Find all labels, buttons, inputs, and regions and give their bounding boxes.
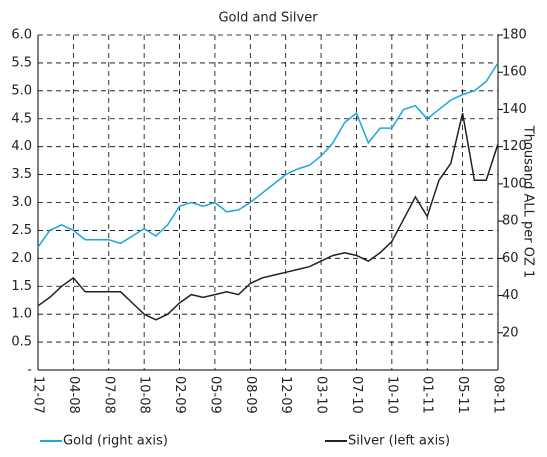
legend-label: Silver (left axis) (348, 434, 450, 449)
x-tick-label: 07-08 (101, 376, 116, 414)
y-tick-label: 2.5 (11, 223, 32, 238)
x-tick-label: 12-07 (31, 376, 46, 414)
x-tick-label: 07-10 (349, 376, 364, 414)
y-tick-label: 4.0 (11, 139, 32, 154)
x-tick-label: 03-10 (314, 376, 329, 414)
y-tick-label: 1.5 (11, 279, 32, 294)
x-tick-label: 02-09 (172, 376, 187, 414)
y2-tick-label: 140 (502, 102, 527, 117)
x-tick-label: 12-09 (278, 376, 293, 414)
y-tick-label: 2.0 (11, 251, 32, 266)
y2-tick-label: 180 (502, 28, 527, 43)
x-tick-label: 05-09 (207, 376, 222, 414)
y-tick-label: 3.0 (11, 195, 32, 210)
y-tick-label: 5.5 (11, 55, 32, 70)
y-tick-label: 3.5 (11, 167, 32, 182)
y-tick-label: 5.0 (11, 83, 32, 98)
x-tick-label: 08-09 (243, 376, 258, 414)
y-tick-label: - (27, 363, 32, 378)
y-tick-label: 0.5 (11, 335, 32, 350)
y2-tick-label: 100 (502, 176, 527, 191)
x-tick-label: 10-10 (384, 376, 399, 414)
y-tick-label: 6.0 (11, 28, 32, 43)
legend-label: Gold (right axis) (63, 434, 168, 449)
y2-tick-label: 40 (502, 288, 519, 303)
series-line (37, 62, 499, 248)
x-tick-label: 05-11 (455, 376, 470, 414)
chart-title: Gold and Silver (218, 11, 318, 26)
y2-axis-label: Thousand ALL per OZ 1 (521, 125, 536, 279)
y2-tick-label: 160 (502, 65, 527, 80)
series-line (37, 113, 499, 321)
x-tick-label: 10-08 (137, 376, 152, 414)
y2-tick-label: 20 (502, 325, 519, 340)
x-tick-label: 01-11 (420, 376, 435, 414)
y-tick-label: 1.0 (11, 307, 32, 322)
y-tick-label: 4.5 (11, 111, 32, 126)
y2-tick-label: 60 (502, 251, 519, 266)
x-tick-label: 08-11 (491, 376, 506, 414)
y2-tick-label: 80 (502, 214, 519, 229)
x-tick-label: 04-08 (66, 376, 81, 414)
y2-tick-label: 120 (502, 139, 527, 154)
